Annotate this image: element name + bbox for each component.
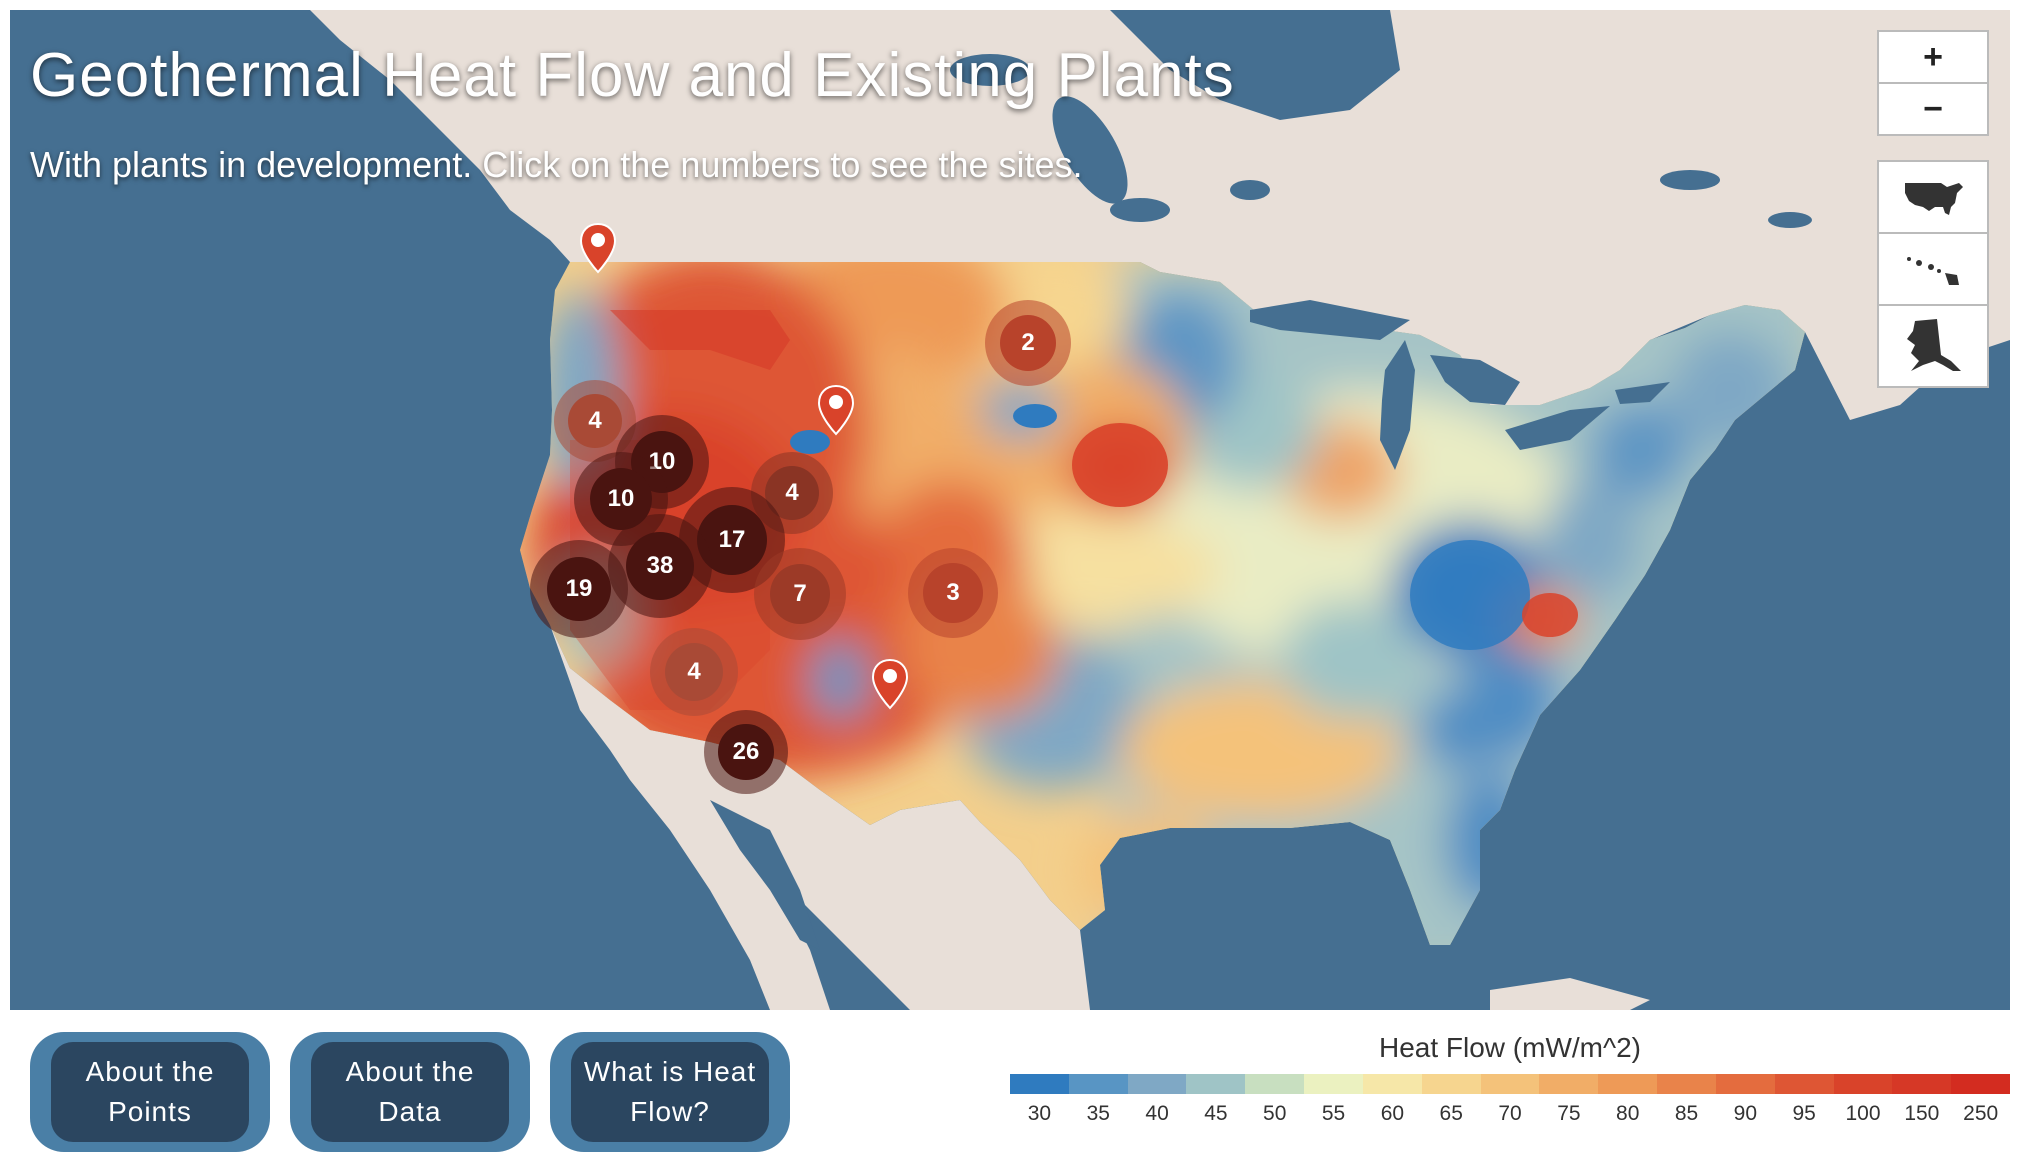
legend-swatch [1657,1074,1716,1094]
legend-label: 150 [1904,1102,1940,1125]
legend-label: 55 [1321,1102,1346,1125]
legend-title: Heat Flow (mW/m^2) [1378,1032,1642,1063]
contiguous-us-icon [1905,183,1963,215]
cluster-count: 3 [923,563,983,623]
cluster-count: 7 [769,563,831,625]
legend-swatch [1892,1074,1952,1094]
what-is-heat-flow-button[interactable]: What is Heat Flow? [550,1032,790,1152]
legend-swatch [1774,1074,1834,1094]
legend-swatch [1480,1074,1540,1094]
map-pin-icon[interactable] [816,384,856,436]
legend-swatch [1833,1074,1893,1094]
cluster-marker[interactable]: 4 [650,628,738,716]
legend-swatch [1539,1074,1599,1094]
legend-swatch [1068,1074,1128,1094]
cluster-marker[interactable]: 10 [574,452,668,546]
legend-label: 95 [1792,1102,1816,1125]
alaska-button[interactable] [1877,304,1989,388]
about-points-label: About the Points [51,1042,249,1142]
legend-swatch [1951,1074,2011,1094]
legend-swatch [1715,1074,1775,1094]
legend-label: 80 [1616,1102,1640,1125]
about-points-button[interactable]: About the Points [30,1032,270,1152]
legend-label: 90 [1733,1102,1758,1125]
legend-color-bar [1010,1074,2011,1094]
cluster-count: 38 [625,531,695,601]
cluster-marker[interactable]: 19 [530,540,628,638]
map[interactable]: Geothermal Heat Flow and Existing Plants… [10,10,2010,1010]
legend-label: 65 [1439,1102,1463,1125]
legend-label: 70 [1498,1102,1522,1125]
legend-swatch [1362,1074,1422,1094]
cluster-count: 19 [546,556,612,622]
legend-swatch [1127,1074,1187,1094]
legend-labels: 30 35 40 45 50 55 60 65 70 75 80 85 90 95 100 150 250 [1010,1102,2010,1126]
map-subtitle: With plants in development. Click on the… [30,144,1083,185]
about-data-label: About the Data [311,1042,509,1142]
cluster-count: 4 [567,393,623,449]
about-data-button[interactable]: About the Data [290,1032,530,1152]
legend-swatch [1598,1074,1658,1094]
legend-swatch [1245,1074,1305,1094]
what-is-heat-flow-label: What is Heat Flow? [571,1042,769,1142]
cluster-count: 4 [664,642,724,702]
legend-swatch [1186,1074,1246,1094]
legend-label: 250 [1963,1102,1999,1125]
legend-label: 30 [1027,1102,1052,1125]
legend-label: 100 [1845,1102,1881,1125]
legend-label: 60 [1380,1102,1405,1125]
legend-label: 40 [1145,1102,1169,1125]
zoom-in-button[interactable]: + [1877,30,1989,84]
cluster-marker[interactable]: 26 [704,710,788,794]
hawaii-icon [1907,257,1959,285]
hawaii-button[interactable] [1877,232,1989,306]
cluster-count: 2 [999,314,1057,372]
cluster-count: 26 [718,724,774,780]
zoom-out-button[interactable]: − [1877,82,1989,136]
legend-swatch [1010,1074,1069,1094]
map-title: Geothermal Heat Flow and Existing Plants [30,41,1235,110]
cluster-marker[interactable]: 2 [985,300,1071,386]
legend-label: 75 [1557,1102,1581,1125]
legend-label: 35 [1086,1102,1110,1125]
cluster-marker[interactable]: 3 [908,548,998,638]
legend-label: 85 [1674,1102,1699,1125]
contiguous-us-button[interactable] [1877,160,1989,234]
legend-label: 50 [1263,1102,1287,1125]
legend-swatch [1421,1074,1481,1094]
alaska-icon [1907,319,1961,371]
cluster-marker[interactable]: 7 [754,548,846,640]
map-pin-icon[interactable] [578,222,618,274]
legend-swatch [1304,1074,1363,1094]
map-pin-icon[interactable] [870,658,910,710]
legend-label: 45 [1204,1102,1228,1125]
